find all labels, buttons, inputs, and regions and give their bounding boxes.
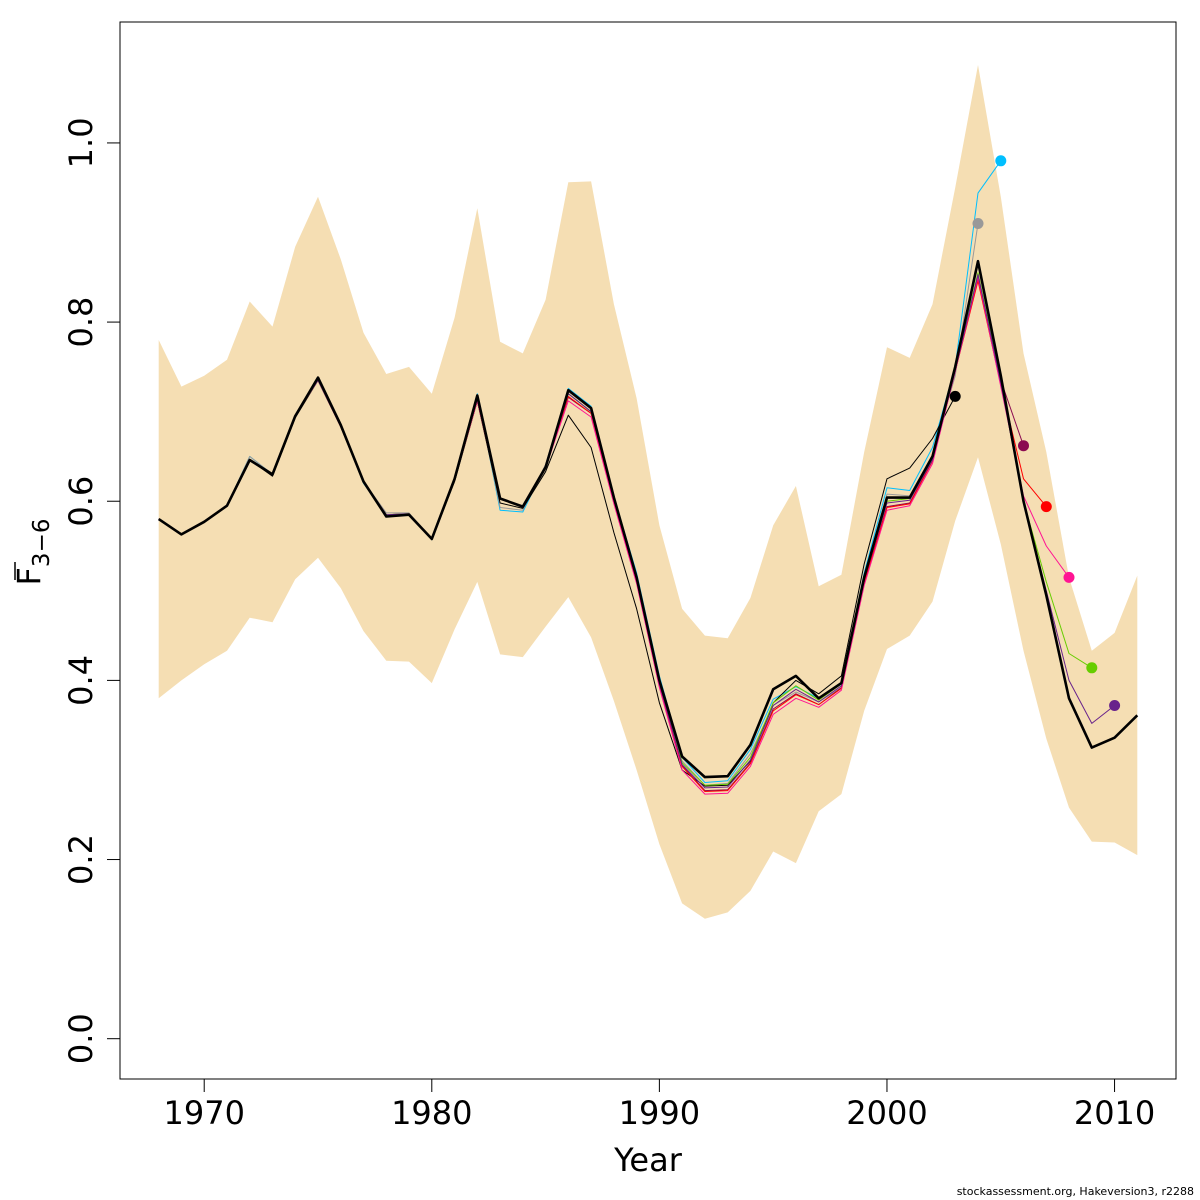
footer-credit: stockassessment.org, Hakeversion3, r2288 xyxy=(957,1185,1194,1198)
y-tick-label-group: 0.8 xyxy=(62,297,100,348)
y-tick-label: 0.4 xyxy=(62,655,100,706)
confidence-band xyxy=(158,65,1138,919)
y-tick-label: 1.0 xyxy=(62,117,100,168)
y-tick-label-group: 0.6 xyxy=(62,476,100,527)
x-tick-label: 2010 xyxy=(1074,1094,1155,1132)
series-layer xyxy=(157,160,1139,795)
series-end-point-7 xyxy=(1086,662,1098,674)
y-axis-title: F3−6 xyxy=(10,519,55,586)
confidence-band-layer xyxy=(158,65,1138,919)
y-tick-label: 0.2 xyxy=(62,834,100,885)
series-end-point-2 xyxy=(972,218,984,229)
y-tick-label-group: 0.4 xyxy=(62,655,100,706)
x-axis: 1970 1980 1990 2000 2010 xyxy=(163,1078,1155,1132)
series-end-point-6 xyxy=(1063,571,1075,583)
y-axis: 0.0 0.2 0.4 0.6 0.8 1.0 xyxy=(62,117,121,1064)
x-tick-label: 1990 xyxy=(619,1094,700,1132)
y-tick-label: 0.8 xyxy=(62,297,100,348)
y-tick-label-group: 0.0 xyxy=(62,1013,100,1064)
series-end-point-4 xyxy=(1018,440,1029,452)
svg-text:F3−6: F3−6 xyxy=(10,519,55,586)
series-end-point-8 xyxy=(1109,700,1121,711)
y-tick-label: 0.6 xyxy=(62,476,100,527)
series-line-9 xyxy=(157,259,1139,779)
marker-layer xyxy=(949,155,1121,711)
x-tick-label: 1970 xyxy=(163,1094,244,1132)
series-end-point-1 xyxy=(995,155,1007,167)
y-axis-title-subscript: 3−6 xyxy=(29,519,55,568)
series-end-point-3 xyxy=(949,390,961,402)
y-axis-title-main: F xyxy=(10,567,48,585)
y-tick-label: 0.0 xyxy=(62,1013,100,1064)
y-tick-label-group: 0.2 xyxy=(62,834,100,885)
x-axis-title: Year xyxy=(613,1141,683,1179)
series-end-point-5 xyxy=(1040,501,1052,513)
y-tick-label-group: 1.0 xyxy=(62,117,100,168)
x-tick-label: 1980 xyxy=(391,1094,472,1132)
x-tick-label: 2000 xyxy=(846,1094,927,1132)
